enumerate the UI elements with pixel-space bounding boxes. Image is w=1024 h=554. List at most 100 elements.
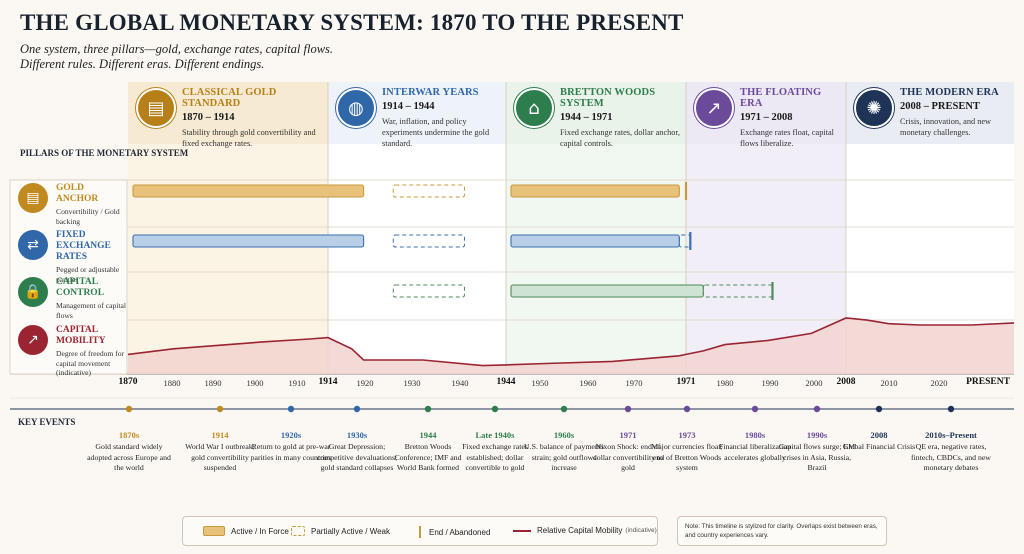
key-event: Late 1940s Fixed exchange rates establish… <box>453 430 537 474</box>
event-date: 1920s <box>280 430 302 440</box>
era-label-2: BRETTON WOODS SYSTEM 1944 – 1971 Fixed exc… <box>560 87 680 149</box>
page-title: THE GLOBAL MONETARY SYSTEM: 1870 TO THE … <box>20 10 684 35</box>
key-event: 1980s Financial liberalization accelerate… <box>713 430 797 463</box>
event-date: 2008 <box>870 430 888 440</box>
event-dot-8 <box>683 405 691 413</box>
bar-active-4 <box>132 234 365 248</box>
era-name: INTERWAR YEARS <box>382 87 479 98</box>
legend-mobility: Relative Capital Mobility (indicative) <box>513 526 657 535</box>
bar-active-10 <box>510 284 704 298</box>
era-name: BRETTON WOODS SYSTEM <box>560 87 656 109</box>
era-label-0: CLASSICAL GOLD STANDARD 1870 – 1914 Stabil… <box>182 87 322 149</box>
subtitle-line-2: Different rules. Different eras. Differe… <box>20 57 265 71</box>
rising-chart-icon: ↗ <box>694 88 734 128</box>
event-description: Fixed exchange rates established; dollar… <box>462 442 528 472</box>
axis-tick-label: 1930 <box>403 378 421 388</box>
event-description: QE era, negative rates, fintech, CBDCs, … <box>911 442 991 472</box>
pillar-name: CAPITAL MOBILITY <box>56 325 106 346</box>
legend-mobility-note: (indicative) <box>625 527 657 534</box>
event-description: Capital flows surge; EM crises in Asia, … <box>778 442 856 472</box>
pillar-description: Management of capital flows <box>56 301 127 320</box>
axis-tick-label: 1920 <box>356 378 374 388</box>
legend-end: End / Abandoned <box>415 526 490 538</box>
axis-tick-label: 1970 <box>625 378 643 388</box>
legend-partial-swatch <box>291 526 305 536</box>
legend-active: Active / In Force <box>203 526 289 536</box>
footnote: Note: This timeline is stylized for clar… <box>677 516 887 546</box>
axis-tick-label: 2010 <box>880 378 898 388</box>
event-date: 1944 <box>419 430 437 440</box>
legend-end-label: End / Abandoned <box>429 527 491 537</box>
event-dot-3 <box>353 405 361 413</box>
axis-tick-label: 2000 <box>805 378 823 388</box>
currency-exchange-icon: ⇄ <box>18 230 48 260</box>
legend-end-swatch <box>419 526 421 538</box>
event-date: 2010s–Present <box>925 430 977 440</box>
event-description: Nixon Shock: end of dollar convertibilit… <box>592 442 664 472</box>
axis-tick-label: PRESENT <box>966 377 1010 387</box>
event-description: Great Depression; competitive devaluatio… <box>316 442 398 472</box>
axis-tick-label: 1980 <box>716 378 734 388</box>
axis-tick-label: 1950 <box>531 378 549 388</box>
event-description: Bretton Woods Conference; IMF and World … <box>394 442 462 472</box>
event-date: 1870s <box>118 430 140 440</box>
event-dot-10 <box>813 405 821 413</box>
mobility-area <box>128 318 1014 374</box>
era-name: THE FLOATING ERA <box>740 87 822 109</box>
event-date: 1973 <box>678 430 696 440</box>
axis-tick-label: 1880 <box>163 378 181 388</box>
event-dot-6 <box>560 405 568 413</box>
subtitle-line-1: One system, three pillars—gold, exchange… <box>20 42 334 56</box>
event-description: World War I outbreak; gold convertibilit… <box>185 442 255 472</box>
era-description: War, inflation, and policy experiments u… <box>382 117 490 148</box>
event-dot-11 <box>875 405 883 413</box>
era-description: Fixed exchange rates, dollar anchor, cap… <box>560 128 680 148</box>
bar-partial-1 <box>392 184 465 198</box>
key-event: 1971 Nixon Shock: end of dollar convertib… <box>586 430 670 474</box>
era-years: 1870 – 1914 <box>182 112 235 123</box>
legend-mobility-swatch <box>513 529 531 532</box>
axis-tick-label: 1914 <box>318 377 338 387</box>
event-description: Financial liberalization accelerates glo… <box>718 442 792 462</box>
era-name: CLASSICAL GOLD STANDARD <box>182 87 277 109</box>
axis-tick-label: 1940 <box>451 378 469 388</box>
axis-tick-label: 1890 <box>204 378 222 388</box>
era-years: 1914 – 1944 <box>382 101 435 112</box>
event-description: Gold standard widely adopted across Euro… <box>87 442 171 472</box>
pillar-name: CAPITAL CONTROL <box>56 277 105 298</box>
event-dot-4 <box>424 405 432 413</box>
event-date: 1990s <box>806 430 828 440</box>
event-dot-7 <box>624 405 632 413</box>
bar-active-0 <box>132 184 365 198</box>
legend-partial-label: Partially Active / Weak <box>311 526 390 536</box>
axis-tick-label: 1960 <box>579 378 597 388</box>
pillar-description: Pegged or adjustable parities <box>56 265 120 284</box>
axis-tick-label: 1971 <box>676 377 696 387</box>
pillar-label-3: CAPITAL MOBILITY Degree of freedom for ca… <box>56 325 126 378</box>
axis-tick-label: 2008 <box>836 377 856 387</box>
key-event: 2008 Global Financial Crisis <box>837 430 921 453</box>
event-description: Major currencies float; end of Bretton W… <box>651 442 723 472</box>
bar-active-6 <box>510 234 680 248</box>
event-date: 1914 <box>211 430 229 440</box>
era-label-3: THE FLOATING ERA 1971 – 2008 Exchange rate… <box>740 87 840 149</box>
pillar-description: Degree of freedom for capital movement (… <box>56 349 125 377</box>
key-event: 1973 Major currencies float; end of Brett… <box>645 430 729 474</box>
chip-icon: ✺ <box>854 88 894 128</box>
era-label-1: INTERWAR YEARS 1914 – 1944 War, inflation,… <box>382 87 500 149</box>
era-description: Crisis, innovation, and new monetary cha… <box>900 117 992 137</box>
event-description: Return to gold at pre-war parities in ma… <box>250 442 332 462</box>
event-description: Global Financial Crisis <box>842 442 916 451</box>
pillar-label-0: GOLD ANCHOR Convertibility / Gold backing <box>56 183 126 226</box>
era-years: 1944 – 1971 <box>560 112 613 123</box>
era-label-4: THE MODERN ERA 2008 – PRESENT Crisis, inno… <box>900 87 1008 138</box>
era-years: 1971 – 2008 <box>740 112 793 123</box>
key-event: 2010s–Present QE era, negative rates, fin… <box>909 430 993 474</box>
axis-tick-label: 1990 <box>761 378 779 388</box>
era-years: 2008 – PRESENT <box>900 101 980 112</box>
legend-active-label: Active / In Force <box>231 526 289 536</box>
gold-bars-icon: ▤ <box>136 88 176 128</box>
bar-active-2 <box>510 184 680 198</box>
legend: Active / In Force Partially Active / Wea… <box>182 516 658 546</box>
event-date: 1930s <box>346 430 368 440</box>
